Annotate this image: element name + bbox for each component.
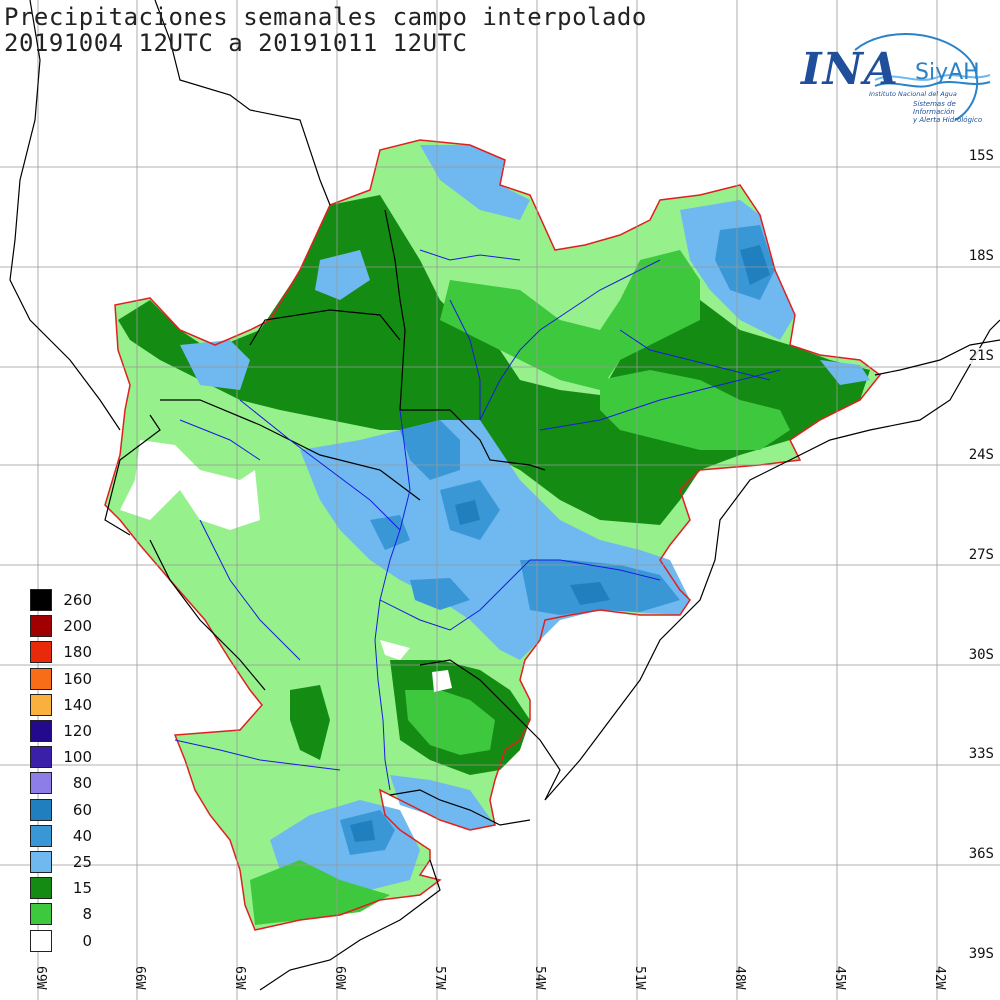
rivers: [174, 249, 781, 791]
precip-8mm-zone: [440, 250, 700, 390]
legend-swatch: [30, 929, 52, 952]
legend-swatch: [30, 772, 52, 795]
legend-item: 160: [30, 666, 92, 692]
legend-swatch: [30, 720, 52, 743]
latitude-label: 15S: [966, 148, 996, 164]
legend-item: 60: [30, 797, 92, 823]
precip-60mm-zone: [570, 582, 610, 605]
latitude-label: 27S: [966, 547, 996, 563]
precip-25mm-zone: [180, 340, 250, 390]
legend-swatch: [30, 589, 52, 612]
legend-label: 140: [63, 695, 92, 714]
logo-swoosh: [854, 33, 991, 121]
legend-item: 200: [30, 613, 92, 639]
legend-swatch: [30, 824, 52, 847]
latitude-label: 24S: [966, 447, 996, 463]
legend-label: 80: [72, 774, 92, 793]
legend-label: 160: [63, 669, 92, 688]
logo-system-line1: Sistemas de Información: [913, 100, 956, 116]
legend-swatch: [30, 667, 52, 690]
precip-25mm-zone: [315, 250, 370, 300]
precip-25mm-zone: [390, 775, 495, 830]
logo-siyah-text: SiyAH: [915, 60, 980, 85]
longitude-label: 57W: [432, 966, 447, 990]
longitude-label: 48W: [732, 966, 747, 990]
latitude-label: 18S: [966, 248, 996, 264]
latitude-label: 21S: [966, 348, 996, 364]
precipitation-legend: 260 200 180 160 140 120 100 80 60 40 25 15 8 0: [30, 587, 92, 954]
legend-item: 15: [30, 875, 92, 901]
longitude-label: 45W: [832, 966, 847, 990]
legend-item: 40: [30, 823, 92, 849]
longitude-label: 63W: [232, 966, 247, 990]
precip-60mm-zone: [455, 500, 480, 525]
legend-swatch: [30, 798, 52, 821]
legend-swatch: [30, 903, 52, 926]
precip-8mm-zone: [405, 690, 495, 755]
country-borders: [9, 0, 1000, 991]
map-title: Precipitaciones semanales campo interpol…: [4, 3, 647, 31]
legend-swatch: [30, 850, 52, 873]
legend-item: 140: [30, 692, 92, 718]
precip-25mm-zone: [420, 145, 530, 220]
legend-label: 180: [63, 643, 92, 662]
logo-institute-text: Instituto Nacional del Agua: [869, 90, 957, 98]
legend-label: 25: [72, 852, 92, 871]
precip-8mm-zone: [600, 370, 790, 450]
latitude-label: 30S: [966, 647, 996, 663]
longitude-label: 54W: [532, 966, 547, 990]
legend-item: 180: [30, 639, 92, 665]
latitude-label: 39S: [966, 946, 996, 962]
legend-label: 260: [63, 591, 92, 610]
legend-item: 8: [30, 901, 92, 927]
legend-item: 120: [30, 718, 92, 744]
legend-item: 25: [30, 849, 92, 875]
legend-swatch: [30, 641, 52, 664]
longitude-label: 66W: [132, 966, 147, 990]
legend-item: 80: [30, 770, 92, 796]
logo-system-text: Sistemas de Información y Alerta Hidroló…: [913, 100, 995, 124]
zero-precip-area: [120, 440, 260, 530]
latitude-label: 36S: [966, 846, 996, 862]
legend-item: 260: [30, 587, 92, 613]
legend-swatch: [30, 746, 52, 769]
precip-60mm-zone: [740, 245, 770, 285]
ina-siyah-logo: INA SiyAH Instituto Nacional del Agua Si…: [795, 30, 995, 130]
longitude-label: 60W: [332, 966, 347, 990]
longitude-label: 51W: [632, 966, 647, 990]
precip-40mm-zone: [370, 515, 410, 550]
legend-swatch: [30, 877, 52, 900]
precip-25mm-zone: [820, 360, 870, 385]
legend-item: 100: [30, 744, 92, 770]
legend-label: 120: [63, 722, 92, 741]
longitude-label: 42W: [932, 966, 947, 990]
longitude-label: 69W: [33, 966, 48, 990]
logo-ina-text: INA: [801, 44, 899, 95]
legend-label: 15: [72, 879, 92, 898]
legend-swatch: [30, 615, 52, 638]
legend-swatch: [30, 693, 52, 716]
legend-label: 8: [82, 905, 92, 924]
precip-15mm-zone: [290, 685, 330, 760]
latitude-label: 33S: [966, 746, 996, 762]
map-date-range: 20191004 12UTC a 20191011 12UTC: [4, 29, 468, 57]
legend-label: 200: [63, 617, 92, 636]
legend-label: 40: [72, 826, 92, 845]
legend-label: 60: [72, 800, 92, 819]
precip-60mm-zone: [350, 820, 375, 842]
logo-system-line2: y Alerta Hidrológico: [913, 116, 983, 124]
zero-precip-area: [380, 640, 410, 660]
legend-item: 0: [30, 927, 92, 953]
precip-40mm-zone: [410, 578, 470, 610]
legend-label: 0: [82, 931, 92, 950]
legend-label: 100: [63, 748, 92, 767]
